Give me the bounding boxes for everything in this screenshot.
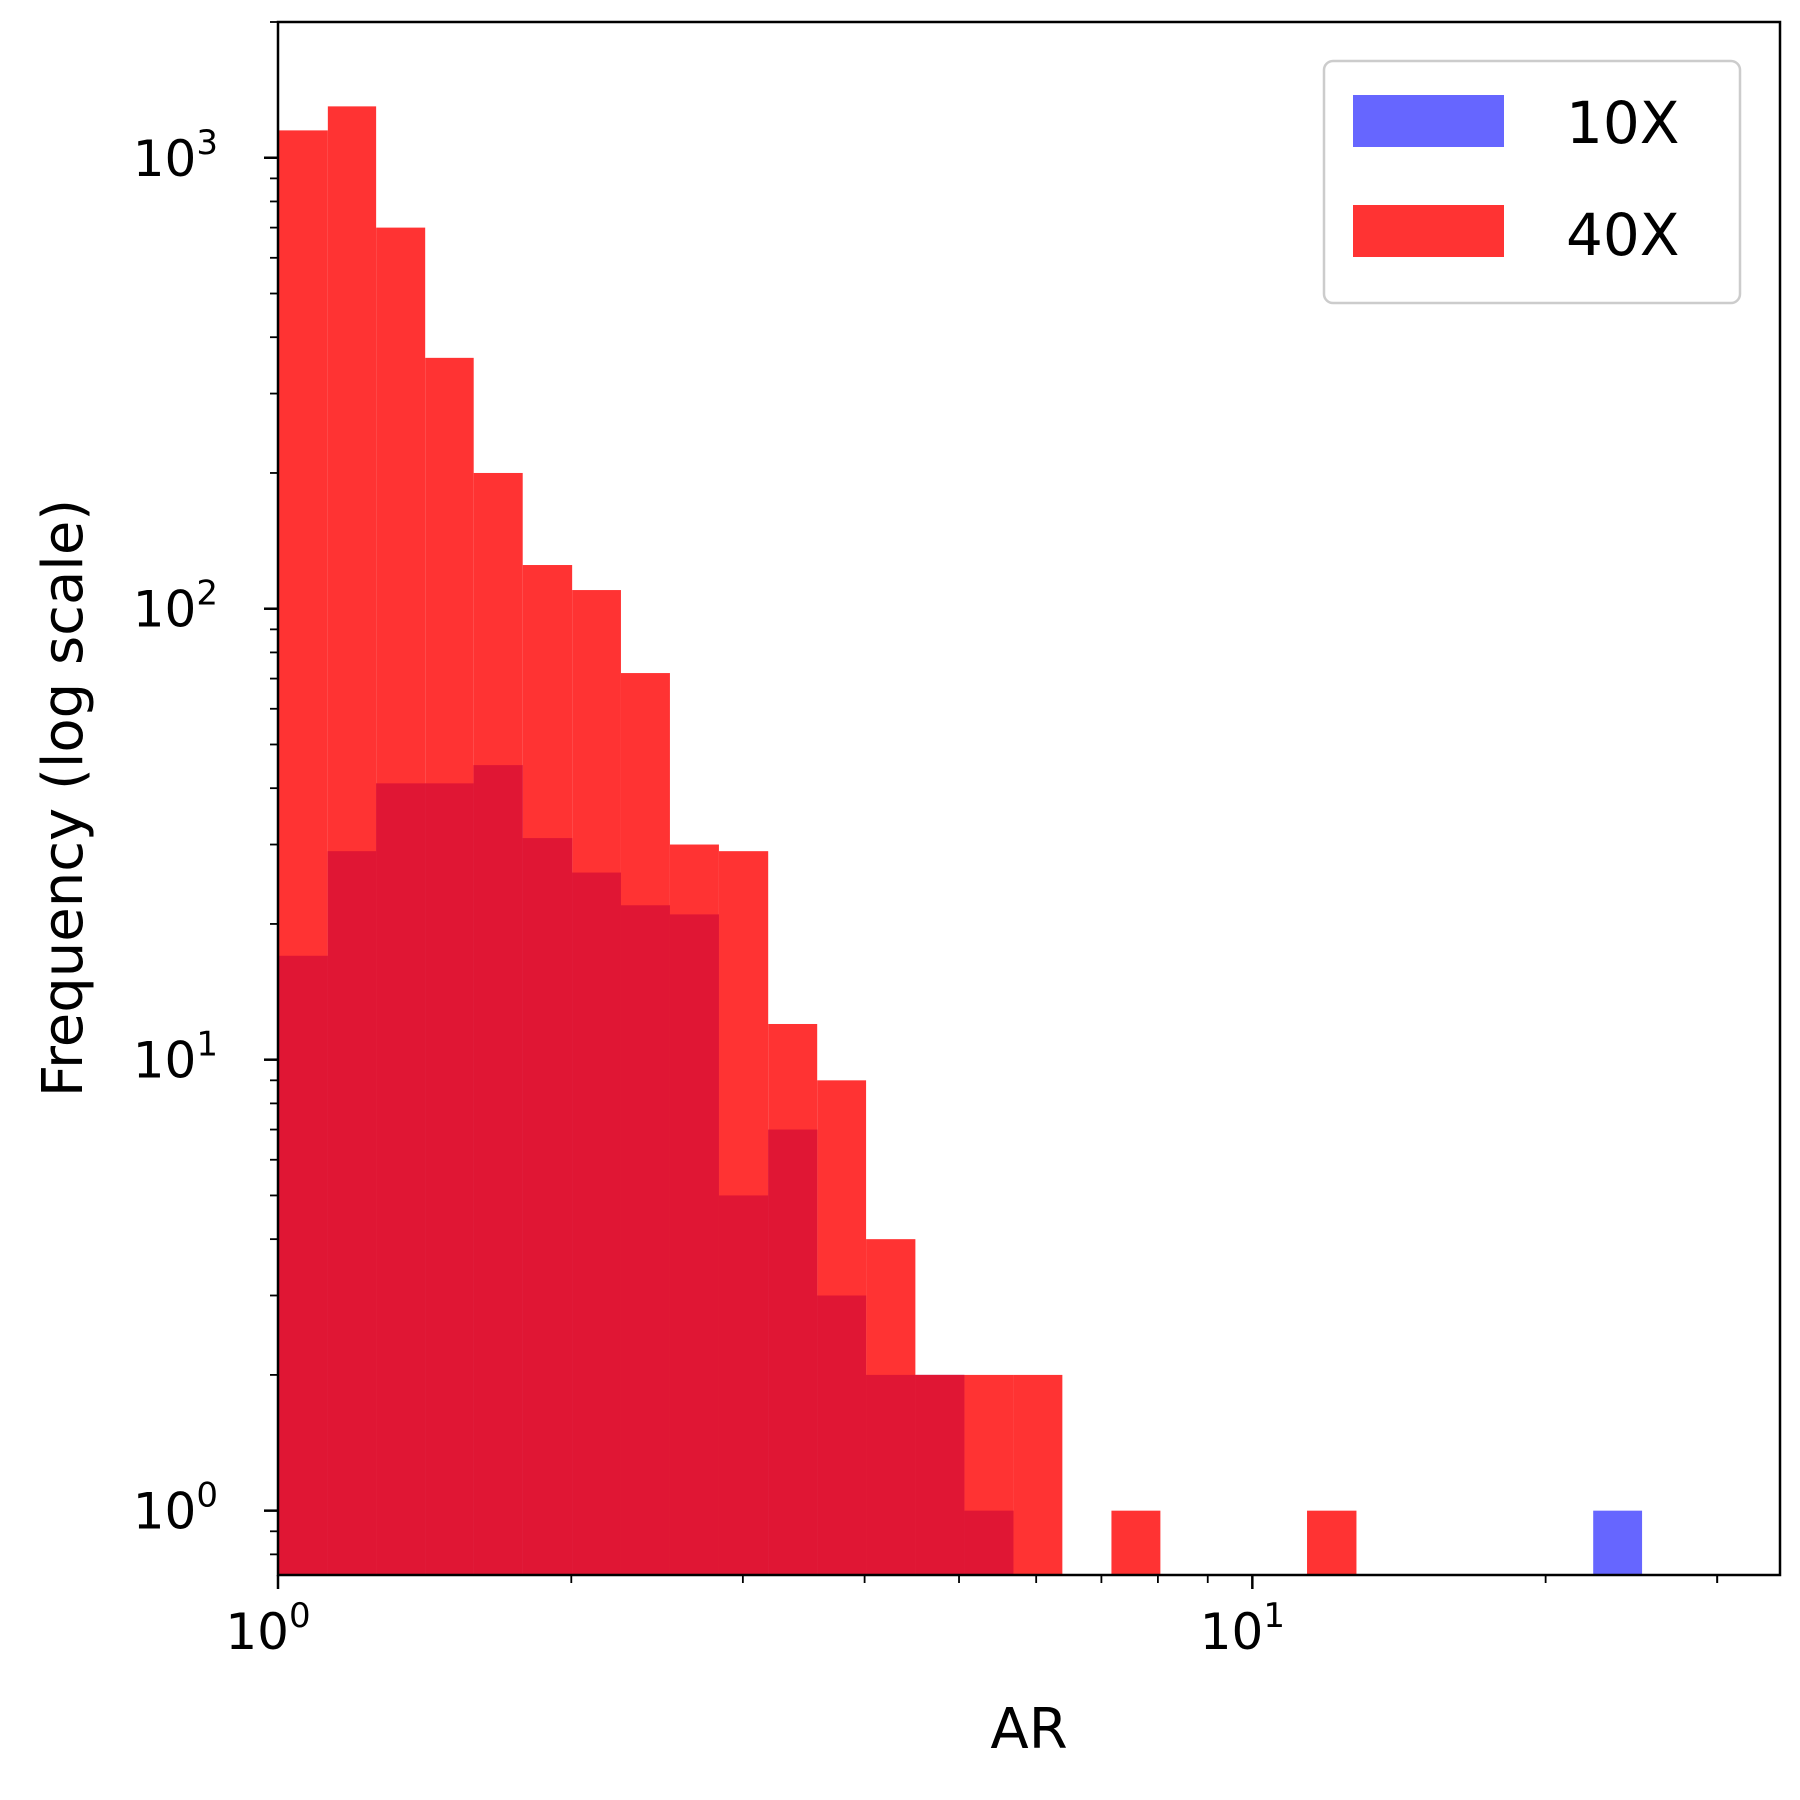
x-axis: 100 101	[225, 1575, 1719, 1661]
legend: 10X 40X	[1322, 59, 1742, 305]
bar-overlap-6	[572, 872, 621, 1575]
y-tick-label: 103	[133, 123, 218, 188]
y-axis: 100 101 102 103	[133, 21, 278, 1556]
bar-overlap-12	[866, 1374, 916, 1575]
x-tick-label: 101	[1200, 1596, 1285, 1661]
x-axis-title: AR	[990, 1697, 1067, 1762]
bar-40x-15	[1013, 1374, 1063, 1575]
bar-overlap-0	[278, 955, 328, 1575]
bar-40x-17	[1307, 1510, 1357, 1575]
bar-40x-16	[1111, 1510, 1161, 1575]
bar-overlap-3	[425, 783, 474, 1575]
legend-label-40x: 40X	[1566, 201, 1680, 269]
bar-overlap-2	[376, 783, 426, 1575]
legend-swatch-40x	[1353, 205, 1504, 257]
legend-swatch-10x	[1353, 95, 1504, 147]
plot-frame	[276, 20, 1782, 1577]
bar-overlap-5	[522, 838, 573, 1575]
bar-overlap-14	[964, 1510, 1014, 1575]
bar-overlap-9	[718, 1195, 769, 1575]
y-axis-title: Frequency (log scale)	[31, 499, 96, 1097]
bar-10x-14	[1593, 1510, 1643, 1575]
y-tick-label: 100	[133, 1476, 218, 1541]
y-tick-label: 101	[133, 1025, 218, 1090]
legend-label-10x: 10X	[1566, 89, 1680, 157]
x-tick-label: 100	[225, 1596, 310, 1661]
bar-overlap-1	[327, 851, 377, 1575]
bar-overlap-11	[817, 1295, 867, 1575]
bar-overlap-13	[915, 1374, 965, 1575]
bar-overlap-10	[768, 1129, 818, 1575]
bar-overlap-8	[669, 914, 719, 1575]
overlap-bars	[278, 765, 1014, 1575]
bar-overlap-4	[473, 765, 523, 1575]
y-tick-label: 102	[133, 574, 218, 639]
bar-overlap-7	[620, 905, 670, 1575]
